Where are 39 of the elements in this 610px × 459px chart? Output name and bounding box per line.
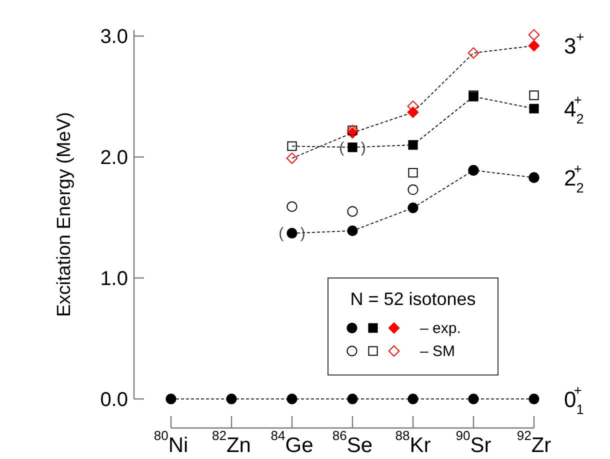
point	[468, 394, 479, 404]
x-tick-label: $^{88}$Kr	[395, 428, 431, 457]
y-axis-title: Excitation Energy (MeV)	[54, 112, 75, 317]
point	[408, 140, 418, 150]
point	[408, 184, 418, 195]
x-tick-label: $^{92}$Zr	[516, 428, 552, 457]
x-tick-label: $^{84}$Ge	[270, 428, 314, 457]
point	[287, 141, 297, 151]
point	[347, 206, 358, 217]
point	[286, 201, 298, 212]
annotation: 3$^{+}$	[564, 30, 584, 59]
point	[528, 394, 540, 404]
point	[286, 152, 298, 164]
legend-title: N = 52 isotones	[350, 289, 476, 309]
point	[528, 29, 540, 40]
y-tick-label: 2.0	[100, 147, 128, 170]
legend-label: – exp.	[420, 320, 461, 337]
y-tick-label: 3.0	[100, 26, 128, 48]
y-tick-label: 1.0	[100, 268, 128, 290]
point	[286, 394, 298, 404]
legend-label: – SM	[420, 343, 456, 360]
x-tick-label: $^{82}$Zn	[212, 428, 251, 457]
point	[347, 394, 358, 404]
point	[468, 47, 480, 59]
point	[528, 40, 540, 52]
point	[166, 394, 176, 404]
point	[226, 394, 237, 404]
point	[408, 168, 418, 178]
x-tick-label: $^{80}$Ni	[154, 428, 188, 457]
point	[347, 226, 358, 236]
point	[408, 202, 418, 214]
point	[529, 104, 539, 114]
point	[529, 90, 539, 100]
x-tick-label: $^{90}$Sr	[456, 428, 492, 457]
point	[286, 228, 298, 239]
x-tick-label: $^{86}$Se	[332, 428, 373, 457]
point	[348, 142, 358, 152]
y-tick-label: 0.0	[100, 388, 128, 411]
point	[408, 394, 418, 404]
